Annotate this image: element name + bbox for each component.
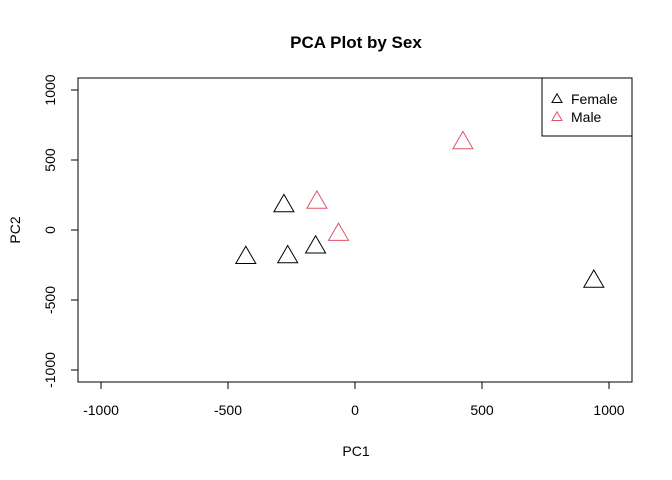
chart-title: PCA Plot by Sex bbox=[290, 33, 422, 52]
x-tick-label: 0 bbox=[351, 402, 359, 418]
legend-marker-female bbox=[551, 92, 563, 103]
legend-box bbox=[541, 77, 633, 137]
x-axis: -1000 -500 0 500 1000 bbox=[83, 381, 625, 418]
y-axis-label: PC2 bbox=[7, 216, 23, 243]
y-tick-label: 0 bbox=[42, 226, 58, 234]
legend: Female Male bbox=[541, 77, 633, 137]
data-points bbox=[234, 130, 605, 288]
legend-label-female: Female bbox=[571, 91, 618, 107]
x-tick-label: -1000 bbox=[83, 402, 119, 418]
x-tick-label: -500 bbox=[214, 402, 242, 418]
legend-label-male: Male bbox=[571, 109, 602, 125]
point-female-4 bbox=[304, 234, 327, 254]
point-male-2 bbox=[327, 222, 350, 241]
x-tick-label: 1000 bbox=[593, 402, 624, 418]
point-male-3 bbox=[452, 130, 474, 150]
legend-marker-male bbox=[551, 110, 563, 121]
x-axis-label: PC1 bbox=[342, 443, 369, 459]
point-female-1 bbox=[273, 193, 295, 213]
y-axis: -1000 -500 0 500 1000 bbox=[42, 74, 79, 388]
point-female-2 bbox=[234, 245, 257, 264]
point-female-3 bbox=[276, 244, 299, 264]
point-female-5 bbox=[582, 269, 605, 288]
y-tick-label: 500 bbox=[42, 148, 58, 172]
point-male-1 bbox=[306, 189, 328, 209]
y-tick-label: 1000 bbox=[42, 74, 58, 105]
y-tick-label: -500 bbox=[42, 286, 58, 314]
y-tick-label: -1000 bbox=[42, 352, 58, 388]
x-tick-label: 500 bbox=[470, 402, 494, 418]
